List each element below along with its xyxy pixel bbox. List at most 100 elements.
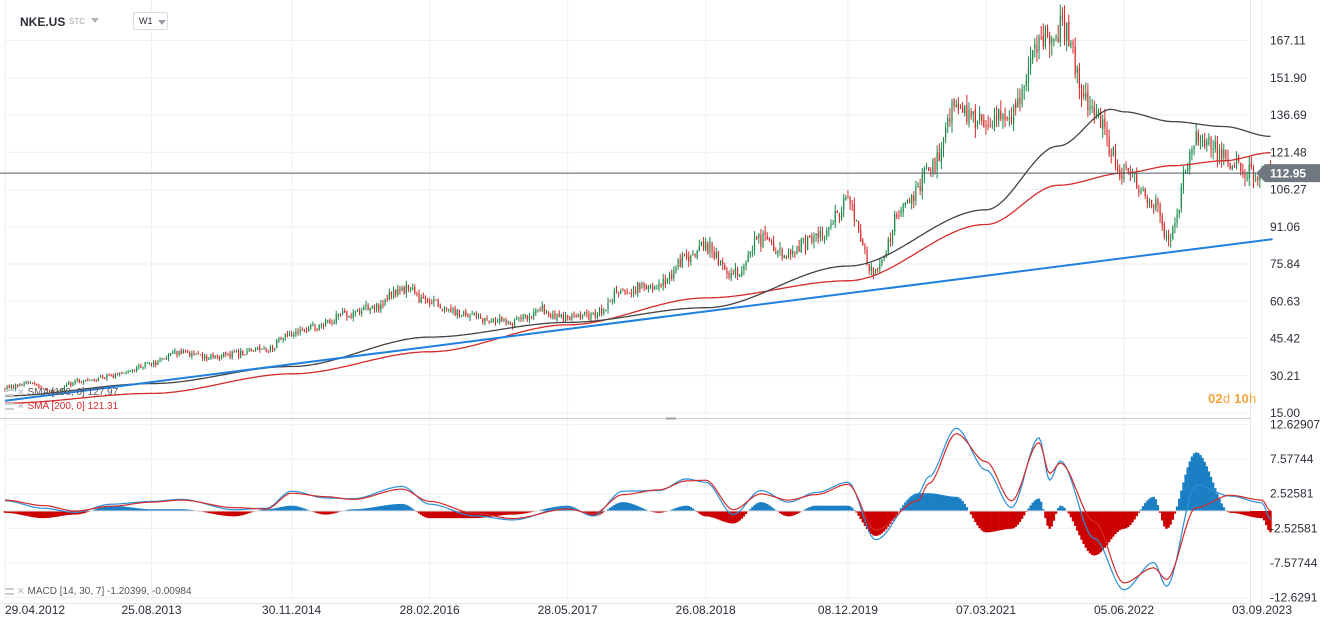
symbol-type-label[interactable]: STC: [69, 17, 85, 26]
settings-icon[interactable]: [5, 388, 14, 396]
macd-hist-bar: [269, 508, 272, 512]
candle-body: [904, 202, 906, 206]
candle-body: [1004, 113, 1006, 120]
macd-hist-bar: [530, 511, 533, 513]
candle-body: [790, 250, 792, 255]
candle-body: [940, 148, 942, 163]
candle-body: [811, 236, 813, 243]
candle-body: [611, 300, 613, 302]
candle-body: [223, 352, 225, 357]
macd-hist-bar: [821, 505, 824, 512]
macd-hist-bar: [855, 511, 858, 513]
macd-hist-bar: [8, 511, 11, 513]
candle-body: [269, 346, 272, 352]
candle-body: [620, 291, 622, 294]
candle-body: [558, 313, 560, 317]
candle-body: [19, 384, 21, 387]
candle-body: [503, 319, 505, 321]
macd-tick-label: 2.52581: [1270, 487, 1314, 501]
candle-body: [983, 119, 985, 128]
macd-hist-bar: [434, 511, 438, 519]
macd-hist-bar: [1188, 461, 1192, 512]
candle-body: [1000, 110, 1002, 119]
macd-hist-bar: [158, 509, 162, 512]
chevron-down-icon: [158, 20, 166, 25]
macd-hist-bar: [381, 505, 385, 512]
candle-body: [1227, 157, 1229, 165]
macd-tick-label: -12.6291: [1270, 590, 1318, 604]
macd-hist-bar: [152, 509, 155, 512]
macd-hist-bar: [687, 506, 690, 512]
candle-body: [233, 351, 235, 353]
macd-hist-bar: [101, 506, 104, 512]
macd-signal-line[interactable]: [5, 433, 1271, 584]
macd-hist-bar: [993, 511, 996, 532]
candle-body: [482, 318, 484, 323]
macd-hist-bar: [1152, 496, 1155, 512]
price-tick-label: 45.42: [1270, 332, 1300, 346]
macd-hist-bar: [751, 506, 754, 512]
candle-body: [63, 386, 66, 390]
macd-hist-bar: [1201, 457, 1204, 512]
macd-hist-bar: [1093, 511, 1096, 556]
trendline[interactable]: [4, 238, 1273, 402]
x-tick-label: 05.06.2022: [1094, 603, 1154, 617]
candle-body: [862, 240, 864, 246]
legend-macd[interactable]: ✕ MACD [14, 30, 7] -1.20399, -0.00984: [5, 586, 192, 597]
macd-hist-bar: [470, 511, 474, 519]
candle-body: [420, 297, 422, 303]
candle-body: [709, 242, 711, 253]
legend-sma200[interactable]: ✕ SMA [200, 0] 121.31: [5, 401, 118, 412]
candle-body: [1097, 109, 1100, 114]
macd-hist-bar: [812, 505, 816, 512]
macd-hist-bar: [861, 511, 865, 523]
macd-line[interactable]: [5, 427, 1271, 591]
symbol-label[interactable]: NKE.US: [20, 15, 66, 29]
macd-hist-bar: [86, 511, 90, 513]
close-icon[interactable]: ✕: [17, 401, 25, 411]
macd-hist-bar: [608, 507, 612, 512]
macd-hist-bar: [126, 507, 130, 512]
sma200-line[interactable]: [5, 152, 1271, 404]
candle-body: [762, 232, 764, 247]
macd-hist-bar: [1161, 511, 1164, 521]
macd-hist-bar: [271, 508, 274, 512]
candle-body: [773, 241, 775, 251]
candle-body: [486, 318, 488, 321]
candle-body: [547, 311, 550, 316]
macd-hist-bar: [1262, 511, 1266, 521]
interval-select[interactable]: W1: [133, 12, 168, 30]
candle-body: [942, 139, 945, 150]
x-tick-label: 30.11.2014: [262, 603, 321, 617]
settings-icon[interactable]: [5, 402, 14, 410]
close-icon[interactable]: ✕: [17, 387, 25, 397]
sma100-line[interactable]: [5, 108, 1271, 397]
candle-body: [327, 320, 329, 321]
macd-hist-bar: [738, 511, 741, 521]
symbol-dropdown-icon[interactable]: [91, 18, 99, 23]
candle-body: [456, 309, 458, 316]
legend-sma100[interactable]: ✕ SMA [100, 0] 127.97: [5, 387, 118, 398]
macd-hist-bar: [116, 505, 119, 512]
macd-hist-bar: [1010, 511, 1013, 529]
candle-body: [1015, 102, 1017, 109]
settings-icon[interactable]: [5, 587, 14, 595]
candle-body: [898, 215, 900, 217]
candle-body: [1157, 199, 1159, 205]
candle-body: [395, 289, 397, 296]
macd-hist-bar: [717, 511, 720, 520]
close-icon[interactable]: ✕: [17, 586, 25, 596]
macd-hist-bar: [1135, 511, 1138, 517]
candle-body: [900, 210, 902, 215]
macd-hist-bar: [872, 511, 875, 536]
candle-body: [494, 320, 497, 323]
candle-body: [382, 303, 384, 306]
macd-hist-bar: [955, 496, 958, 512]
macd-hist-bar: [37, 511, 41, 518]
candle-body: [545, 312, 548, 314]
candle-body: [42, 388, 44, 390]
macd-hist-bar: [691, 508, 695, 512]
candle-body: [949, 118, 951, 122]
candle-body: [1008, 118, 1010, 120]
